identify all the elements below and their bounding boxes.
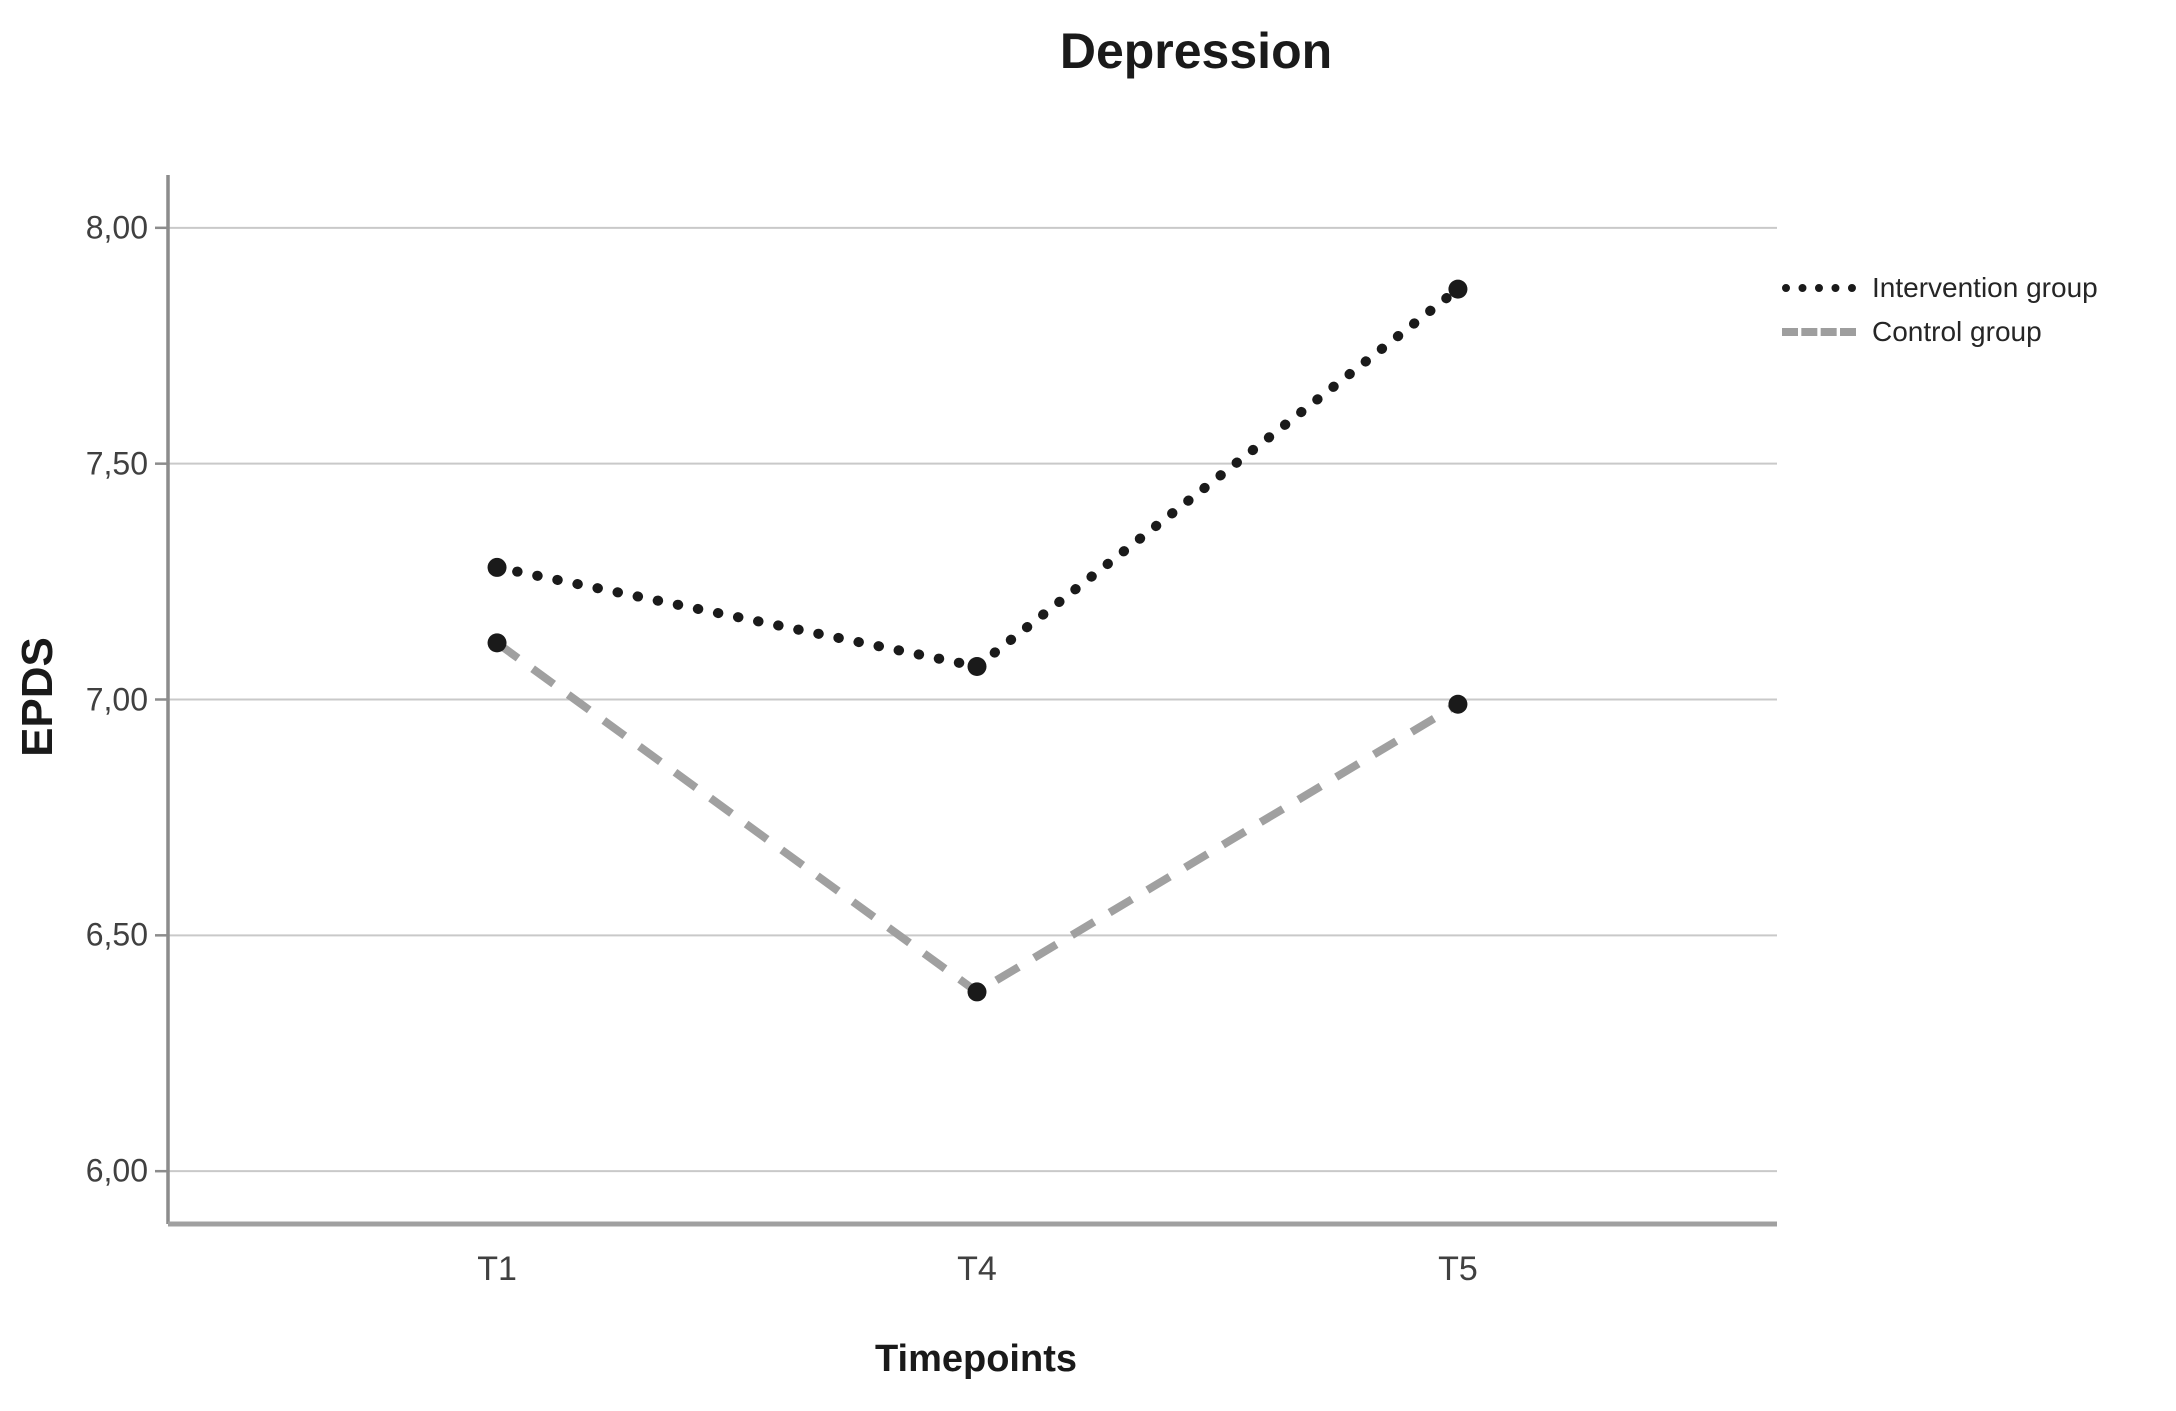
legend-label: Intervention group <box>1872 272 2098 303</box>
data-point-marker <box>1448 279 1468 299</box>
chart-title: Depression <box>1059 23 1333 79</box>
legend: Intervention group Control group <box>1782 266 2098 354</box>
y-tick-label: 6,00 <box>85 1152 148 1189</box>
x-tick-label: T5 <box>1438 1250 1478 1288</box>
dotted-line-swatch-icon <box>1782 284 1856 292</box>
y-tick-label: 6,50 <box>85 916 148 953</box>
x-axis-title: Timepoints <box>875 1338 1077 1380</box>
data-point-marker <box>1448 694 1468 714</box>
x-tick-label: T1 <box>477 1250 517 1288</box>
data-point-marker <box>487 557 507 577</box>
x-tick-label: T4 <box>957 1250 997 1288</box>
y-tick-label: 7,50 <box>85 445 148 482</box>
dashed-line-swatch-icon <box>1782 328 1856 336</box>
legend-label: Control group <box>1872 316 2042 347</box>
series-line-dashed <box>494 639 1460 997</box>
data-point-marker <box>487 633 507 653</box>
data-point-marker <box>967 656 987 676</box>
y-tick-label: 7,00 <box>85 681 148 717</box>
data-point-marker <box>967 982 987 1002</box>
series-line-dotted <box>492 284 1463 672</box>
legend-item-control-group: Control group <box>1782 310 2098 354</box>
legend-item-intervention-group: Intervention group <box>1782 266 2098 310</box>
y-tick-label: 8,00 <box>85 209 148 246</box>
